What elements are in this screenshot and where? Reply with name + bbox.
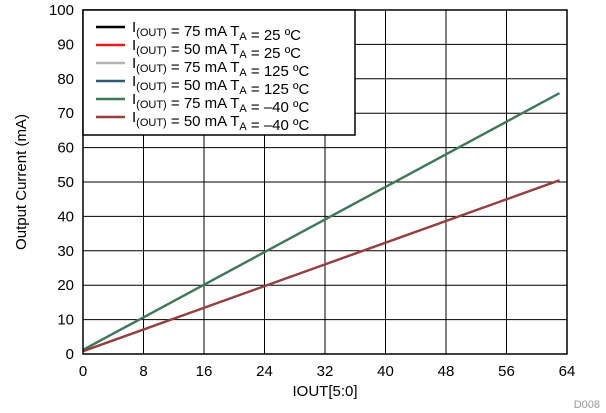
series-line — [82, 92, 560, 351]
legend: I(OUT) = 75 mA TA = 25 ºCI(OUT) = 50 mA … — [82, 9, 356, 136]
y-tick-label: 30 — [57, 243, 74, 260]
legend-entry: I(OUT) = 75 mA TA = 25 ºC — [132, 19, 301, 44]
x-tick-label: 56 — [498, 363, 515, 380]
y-tick-label: 70 — [57, 105, 74, 122]
figure-id: D008 — [574, 399, 600, 411]
x-tick-label: 24 — [256, 363, 273, 380]
x-tick-label: 48 — [438, 363, 455, 380]
x-tick-label: 32 — [317, 363, 334, 380]
y-tick-label: 80 — [57, 71, 74, 88]
x-axis-label: IOUT[5:0] — [292, 383, 357, 400]
y-tick-label: 40 — [57, 208, 74, 225]
legend-box — [82, 9, 356, 136]
x-tick-label: 16 — [196, 363, 213, 380]
x-tick-label: 0 — [79, 363, 87, 380]
x-tick-label: 8 — [139, 363, 147, 380]
y-tick-label: 60 — [57, 140, 74, 157]
legend-entry: I(OUT) = 50 mA TA = 125 ºC — [132, 73, 310, 98]
y-tick-label: 20 — [57, 277, 74, 294]
legend-entry: I(OUT) = 50 mA TA = –40 ºC — [132, 109, 310, 134]
y-tick-label: 10 — [57, 312, 74, 329]
legend-entry: I(OUT) = 75 mA TA = –40 ºC — [132, 91, 310, 116]
x-tick-label: 64 — [559, 363, 576, 380]
legend-entry: I(OUT) = 50 mA TA = 25 ºC — [132, 37, 301, 62]
y-tick-label: 0 — [66, 346, 74, 363]
legend-entry: I(OUT) = 75 mA TA = 125 ºC — [132, 55, 310, 80]
y-tick-label: 50 — [57, 174, 74, 191]
series-layer — [82, 92, 560, 353]
tick-layer: 0 8 16 24 32 40 48 56 64 0 10 20 30 40 50 60 70 80 90 100 — [49, 2, 575, 380]
x-tick-label: 40 — [377, 363, 394, 380]
y-tick-label: 90 — [57, 36, 74, 53]
y-tick-label: 100 — [49, 2, 74, 19]
y-axis-label: Output Current (mA) — [13, 114, 30, 250]
series-line — [82, 179, 560, 353]
